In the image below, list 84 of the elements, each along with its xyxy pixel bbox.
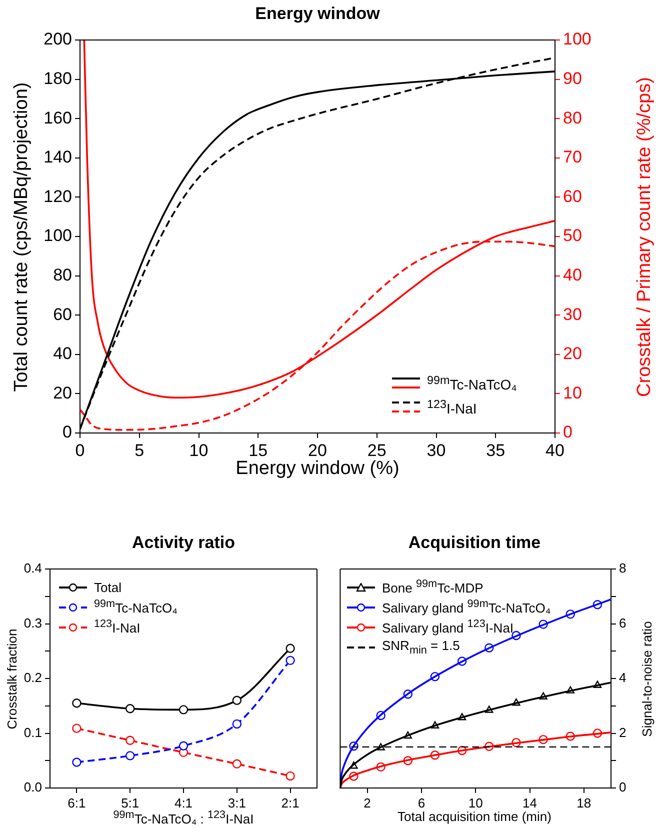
point	[72, 724, 82, 733]
point	[178, 741, 188, 750]
y-tick-label: 140	[44, 148, 72, 167]
x-axis-title: Total acquisition time (min)	[398, 809, 552, 824]
y-tick-label: 0.3	[24, 615, 42, 630]
legend-label: $^{123}$I-NaI	[427, 398, 477, 416]
legend-label: $^{99m}$Tc-NaTcO₄	[427, 374, 517, 392]
x-tick-label: 20	[308, 440, 327, 460]
y-tick-label: 80	[53, 265, 72, 284]
y-tick-label: 20	[53, 383, 72, 402]
y2-tick-label: 90	[563, 68, 582, 88]
y2-tick-label: 40	[563, 265, 582, 284]
y-axis-title: Crosstalk fraction	[4, 628, 20, 729]
y-tick-label: 180	[44, 68, 72, 88]
y2-tick-label: 100	[563, 30, 592, 49]
y-tick-label: 0.0	[24, 780, 42, 795]
point	[178, 705, 188, 714]
x-tick-label: 18	[576, 795, 592, 810]
point	[286, 656, 295, 666]
y-tick-label: 60	[53, 304, 72, 324]
chart-title: Energy window	[255, 4, 380, 24]
y-tick-label: 0	[62, 422, 72, 442]
y-tick-label: 100	[44, 226, 72, 246]
y-tick-label: 40	[53, 344, 72, 364]
x-tick-label: 3:1	[228, 795, 246, 810]
y-tick-label: 0.2	[24, 670, 42, 686]
x-tick-label: 15	[248, 440, 268, 460]
point	[126, 704, 135, 714]
x-tick-label: 6	[418, 795, 426, 810]
x-tick-label: 35	[486, 440, 506, 460]
point	[72, 758, 82, 767]
x-tick-label: 14	[522, 795, 537, 810]
point	[286, 644, 295, 653]
x-tick-label: 30	[426, 440, 446, 460]
y-tick-label: 0.1	[24, 724, 42, 740]
x-tick-label: 0	[75, 440, 85, 460]
point	[286, 771, 295, 781]
x-tick-label: 10	[189, 440, 208, 460]
legend-label: $^{123}$I-NaI	[94, 618, 140, 636]
x-axis-title: $^{99m}$Tc-NaTcO₄ : $^{123}$I-NaI	[113, 809, 254, 826]
x-tick-label: 10	[468, 795, 483, 810]
y2-tick-label: 20	[563, 344, 582, 364]
y-tick-label: 4	[619, 670, 626, 686]
y-axis-title: Total count rate (cps/MBq/projection)	[11, 82, 33, 392]
y-tick-label: 200	[44, 30, 72, 49]
chart-title: Activity ratio	[132, 533, 235, 553]
legend-label: Bone $^{99m}$Tc-MDP	[382, 578, 484, 596]
y2-tick-label: 30	[563, 304, 582, 324]
point	[232, 719, 242, 729]
y2-tick-label: 60	[563, 186, 582, 206]
y-tick-label: 0	[619, 780, 626, 795]
legend-label: $^{99m}$Tc-NaTcO₄	[94, 598, 178, 616]
point	[232, 696, 242, 705]
x-tick-label: 5	[134, 440, 144, 460]
y-tick-label: 6	[619, 615, 626, 630]
y2-tick-label: 80	[563, 108, 582, 128]
y-tick-label: 2	[619, 724, 626, 740]
x-tick-label: 25	[367, 440, 386, 460]
y-tick-label: 0.4	[24, 560, 42, 576]
legend-label: Salivary gland $^{123}$I-NaI	[382, 618, 514, 636]
legend-label: Total	[94, 580, 122, 594]
x-tick-label: 6:1	[68, 795, 86, 810]
y-tick-label: 120	[44, 186, 72, 206]
point	[126, 751, 135, 760]
y2-tick-label: 70	[563, 148, 582, 167]
point	[72, 698, 82, 708]
y2-tick-label: 0	[563, 422, 572, 442]
x-tick-label: 40	[546, 440, 564, 460]
chart-title: Acquisition time	[408, 533, 541, 553]
legend-label: SNR$_{min}$ = 1.5	[382, 638, 460, 656]
y2-tick-label: 10	[563, 383, 582, 402]
point	[232, 759, 242, 769]
legend-label: Salivary gland $^{99m}$Tc-NaTcO₄	[382, 598, 551, 616]
y-axis-title: Signal-to-noise ratio	[640, 620, 654, 736]
y2-axis-title: Crosstalk / Primary count rate (%/cps)	[634, 76, 656, 396]
x-tick-label: 2	[364, 795, 371, 810]
y2-tick-label: 50	[563, 226, 582, 246]
x-tick-label: 5:1	[121, 795, 140, 810]
x-tick-label: 4:1	[174, 795, 193, 810]
y-tick-label: 160	[44, 108, 72, 128]
point	[126, 736, 135, 745]
x-tick-label: 2:1	[281, 795, 300, 810]
y-tick-label: 8	[619, 560, 626, 576]
x-axis-title: Energy window (%)	[236, 458, 400, 480]
